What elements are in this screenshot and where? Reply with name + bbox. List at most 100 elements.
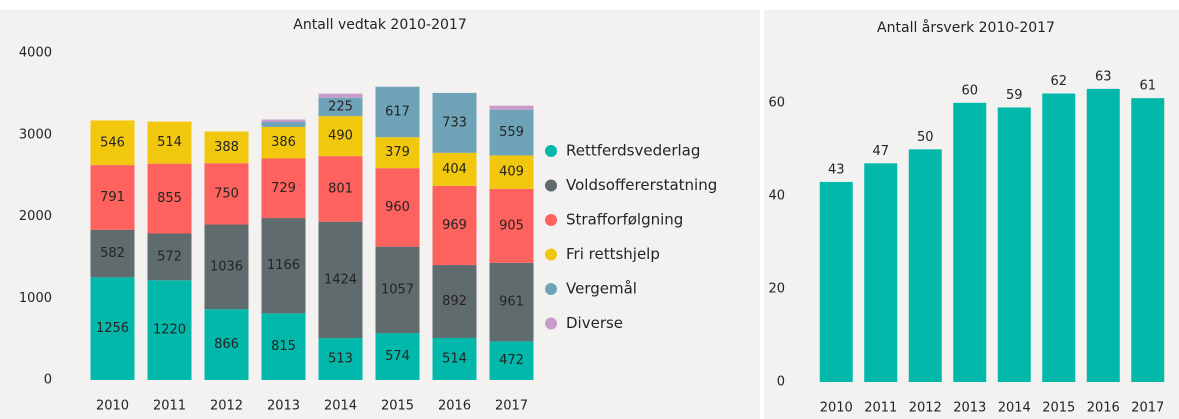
- data-label: 61: [1139, 79, 1156, 94]
- data-label: 815: [271, 339, 296, 354]
- bar-segment: [489, 109, 534, 156]
- bar-segment: [318, 93, 363, 98]
- bar-segment: [432, 337, 477, 380]
- bar: [997, 107, 1031, 382]
- data-label: 62: [1050, 74, 1067, 89]
- x-tick-label: 2017: [495, 399, 528, 414]
- bar: [908, 149, 942, 382]
- data-label: 582: [100, 246, 125, 261]
- data-label: 559: [499, 125, 524, 140]
- bar-segment: [489, 341, 534, 380]
- bar-segment: [432, 92, 477, 153]
- data-label: 961: [499, 295, 524, 310]
- bar-segment: [318, 338, 363, 380]
- bar-segment: [261, 218, 306, 314]
- data-label: 960: [385, 200, 410, 215]
- bar-segment: [261, 158, 306, 219]
- bar-segment: [318, 97, 363, 117]
- bar-segment: [432, 265, 477, 338]
- bar: [819, 181, 853, 382]
- y-tick-label: 3000: [19, 127, 52, 142]
- bar-segment: [147, 163, 192, 234]
- data-label: 1166: [267, 258, 300, 273]
- data-label: 1424: [324, 272, 357, 287]
- data-label: 225: [328, 99, 353, 114]
- x-tick-label: 2013: [953, 401, 986, 416]
- x-tick-label: 2010: [820, 401, 853, 416]
- data-label: 59: [1006, 88, 1023, 103]
- bar-segment: [261, 119, 306, 122]
- data-label: 513: [328, 352, 353, 367]
- bar-segment: [90, 120, 135, 166]
- x-tick-label: 2017: [1131, 401, 1164, 416]
- legend-label: Strafforfølgning: [566, 211, 683, 229]
- bar-segment: [147, 233, 192, 281]
- data-label: 801: [328, 181, 353, 196]
- bar-segment: [204, 309, 249, 380]
- bar-segment: [375, 246, 420, 334]
- data-label: 750: [214, 186, 239, 201]
- bar: [1042, 93, 1076, 383]
- x-tick-label: 2011: [153, 399, 186, 414]
- data-label: 388: [214, 140, 239, 155]
- bar-segment: [489, 155, 534, 189]
- legend-marker: [545, 283, 557, 295]
- y-tick-label: 1000: [19, 291, 52, 306]
- bar-segment: [489, 262, 534, 342]
- data-label: 546: [100, 135, 125, 150]
- bar-segment: [90, 229, 135, 278]
- bar-segment: [318, 116, 363, 157]
- bar-segment: [147, 121, 192, 164]
- x-tick-label: 2015: [381, 399, 414, 414]
- y-tick-label: 40: [768, 188, 785, 203]
- data-label: 409: [499, 165, 524, 180]
- bar-segment: [375, 86, 420, 138]
- data-label: 866: [214, 337, 239, 352]
- chart-title: Antall årsverk 2010-2017: [877, 19, 1055, 36]
- bar: [953, 102, 987, 382]
- bar-segment: [147, 280, 192, 380]
- data-label: 969: [442, 218, 467, 233]
- data-label: 47: [872, 144, 889, 159]
- bar-segment: [432, 152, 477, 186]
- legend-label: Diverse: [566, 314, 623, 332]
- data-label: 617: [385, 104, 410, 119]
- bar-segment: [90, 277, 135, 380]
- data-label: 574: [385, 349, 410, 364]
- bar-segment: [489, 105, 534, 110]
- x-tick-label: 2010: [96, 399, 129, 414]
- legend-label: Vergemål: [566, 280, 637, 298]
- bar-segment: [375, 168, 420, 247]
- data-label: 572: [157, 249, 182, 264]
- legend-label: Voldsoffererstatning: [566, 176, 717, 194]
- bar-segment: [261, 313, 306, 380]
- data-label: 1057: [381, 282, 414, 297]
- y-tick-label: 4000: [19, 46, 52, 61]
- x-tick-label: 2015: [1042, 401, 1075, 416]
- x-tick-label: 2016: [1087, 401, 1120, 416]
- bar-segment: [204, 163, 249, 225]
- data-label: 905: [499, 218, 524, 233]
- x-tick-label: 2012: [210, 399, 243, 414]
- bar: [864, 163, 898, 382]
- legend-marker: [545, 179, 557, 192]
- bar: [1131, 98, 1165, 382]
- data-label: 729: [271, 181, 296, 196]
- bar-segment: [204, 224, 249, 310]
- data-label: 791: [100, 190, 125, 205]
- bar-segment: [489, 188, 534, 263]
- data-label: 379: [385, 145, 410, 160]
- data-label: 60: [961, 83, 978, 98]
- bar-segment: [318, 221, 363, 339]
- x-tick-label: 2011: [864, 401, 897, 416]
- legend-marker: [545, 214, 557, 226]
- bar-segment: [90, 165, 135, 230]
- data-label: 855: [157, 191, 182, 206]
- data-label: 386: [271, 135, 296, 150]
- legend-marker: [545, 145, 557, 157]
- bar: [1086, 88, 1120, 382]
- bar-segment: [261, 126, 306, 159]
- data-label: 892: [442, 294, 467, 309]
- bar-segment: [432, 185, 477, 266]
